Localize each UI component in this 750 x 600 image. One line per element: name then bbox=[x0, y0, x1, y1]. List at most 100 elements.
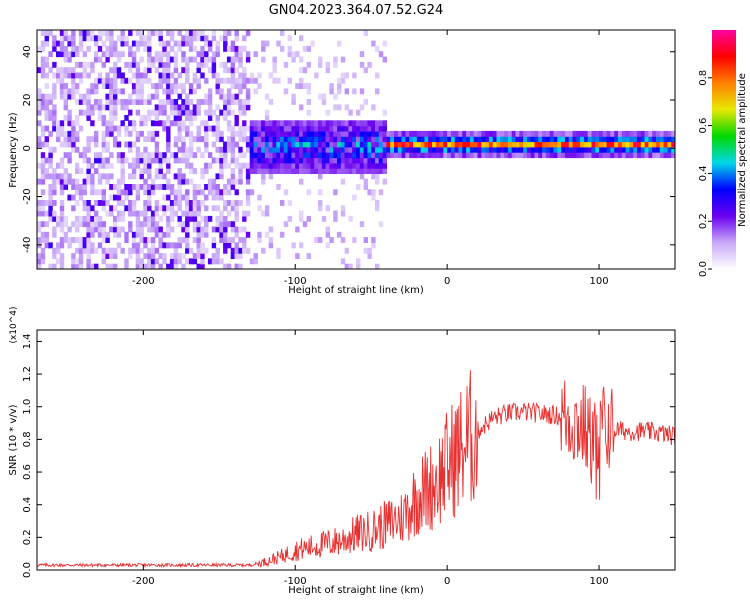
spectrogram-cell bbox=[181, 221, 186, 228]
spectrogram-cell bbox=[166, 215, 171, 222]
spectrogram-cell bbox=[86, 237, 91, 243]
spectrogram-cell bbox=[40, 231, 46, 238]
spectrogram-cell bbox=[257, 141, 262, 148]
spectrogram-cell bbox=[82, 72, 87, 79]
spectrogram-cell bbox=[71, 194, 76, 201]
spectrogram-cell bbox=[90, 67, 95, 74]
spectrogram-cell bbox=[139, 93, 144, 100]
spectrogram-cell bbox=[101, 115, 106, 121]
spectrogram-cell bbox=[188, 210, 194, 217]
spectrogram-cell bbox=[576, 130, 581, 137]
spectrogram-cell bbox=[181, 35, 186, 42]
spectrogram-cell bbox=[257, 157, 262, 164]
spectrogram-cell bbox=[659, 146, 665, 153]
spectrogram-cell bbox=[105, 162, 110, 169]
spectrogram-cell bbox=[280, 130, 285, 137]
spectrogram-cell bbox=[450, 146, 456, 153]
spectrogram-cell bbox=[52, 146, 57, 153]
spectrogram-cell bbox=[59, 125, 65, 132]
spectrogram-cell bbox=[568, 130, 574, 137]
spectrogram-cell bbox=[329, 120, 334, 127]
spectrogram-cell bbox=[561, 136, 566, 143]
spectrogram-cell bbox=[386, 152, 391, 159]
spectrogram-cell bbox=[185, 215, 190, 222]
spectrogram-cell bbox=[44, 221, 49, 228]
spectrogram-cell bbox=[90, 189, 95, 196]
spectrogram-cell bbox=[268, 125, 274, 132]
spectrogram-cell bbox=[223, 237, 228, 243]
spectrogram-cell bbox=[75, 200, 80, 206]
spectrogram-cell bbox=[394, 141, 399, 148]
spectrogram-cell bbox=[150, 30, 156, 36]
spectrogram-cell bbox=[37, 88, 42, 95]
spectrogram-cell bbox=[109, 104, 114, 111]
spectrogram-cell bbox=[211, 226, 217, 233]
spectrogram-cell bbox=[283, 130, 289, 137]
spectrogram-cell bbox=[143, 67, 148, 74]
spectrogram-cell bbox=[321, 152, 327, 159]
spectrogram-cell bbox=[477, 130, 482, 137]
spectrogram-cell bbox=[86, 226, 91, 233]
spectrogram-cell bbox=[314, 168, 319, 174]
spectrogram-cell bbox=[272, 141, 277, 148]
spectrogram-cell bbox=[276, 120, 281, 127]
spectrogram-cell bbox=[71, 120, 76, 127]
spectrogram-cell bbox=[147, 184, 152, 190]
spectrogram-cell bbox=[523, 141, 528, 148]
snr-line-group bbox=[37, 370, 675, 569]
spectrogram-cell bbox=[264, 231, 270, 238]
spectrogram-cell bbox=[143, 221, 148, 228]
spectrogram-cell bbox=[287, 200, 292, 206]
spectrogram-cell bbox=[116, 35, 122, 42]
spectrogram-cell bbox=[382, 130, 387, 137]
x-tick-label: 100 bbox=[590, 276, 609, 287]
spectrogram-cell bbox=[283, 152, 289, 159]
spectrogram-cell bbox=[500, 152, 505, 159]
spectrogram-cell bbox=[359, 221, 365, 228]
spectrogram-cell bbox=[287, 51, 292, 58]
spectrogram-cell bbox=[481, 152, 486, 159]
spectrogram-cell bbox=[230, 130, 236, 137]
spectrogram-cell bbox=[215, 125, 220, 132]
spectrogram-cell bbox=[348, 130, 353, 137]
spectrogram-cell bbox=[249, 152, 255, 159]
spectrogram-cell bbox=[242, 125, 247, 132]
spectrogram-cell bbox=[177, 178, 182, 185]
spectrogram-cell bbox=[409, 141, 414, 148]
spectrogram-cell bbox=[192, 45, 198, 52]
spectrogram-cell bbox=[97, 157, 103, 164]
spectrogram-cell bbox=[375, 72, 380, 79]
spectrogram-cell bbox=[466, 136, 471, 143]
spectrogram-cell bbox=[131, 141, 137, 148]
spectrogram-cell bbox=[375, 173, 380, 180]
spectrogram-cell bbox=[230, 40, 236, 47]
spectrogram-cell bbox=[640, 130, 646, 137]
spectrogram-cell bbox=[234, 200, 239, 206]
spectrogram-cell bbox=[71, 221, 76, 228]
spectrogram-cell bbox=[340, 130, 346, 137]
spectrogram-cell bbox=[40, 168, 46, 174]
spectrogram-cell bbox=[663, 136, 668, 143]
spectrogram-cell bbox=[116, 152, 122, 159]
spectrogram-cell bbox=[177, 258, 182, 265]
spectrogram-cell bbox=[177, 125, 182, 132]
spectrogram-cell bbox=[105, 247, 110, 254]
spectrogram-cell bbox=[101, 189, 106, 196]
spectrogram-cell bbox=[530, 146, 536, 153]
spectrogram-cell bbox=[192, 168, 198, 174]
spectrogram-cell bbox=[185, 200, 190, 206]
spectrogram-cell bbox=[226, 136, 232, 143]
spectrogram-cell bbox=[204, 35, 209, 42]
spectrogram-cell bbox=[306, 125, 311, 132]
spectrogram-cell bbox=[192, 258, 198, 265]
spectrogram-cell bbox=[337, 83, 342, 89]
spectrogram-cell bbox=[447, 136, 452, 143]
spectrogram-cell bbox=[200, 173, 205, 180]
spectrogram-cell bbox=[204, 77, 209, 84]
spectrogram-cell bbox=[78, 109, 84, 116]
spectrogram-cell bbox=[63, 56, 68, 63]
spectrogram-cell bbox=[299, 104, 304, 111]
spectrogram-cell bbox=[283, 120, 289, 127]
spectrogram-cell bbox=[120, 77, 125, 84]
spectrogram-cell bbox=[162, 258, 167, 265]
